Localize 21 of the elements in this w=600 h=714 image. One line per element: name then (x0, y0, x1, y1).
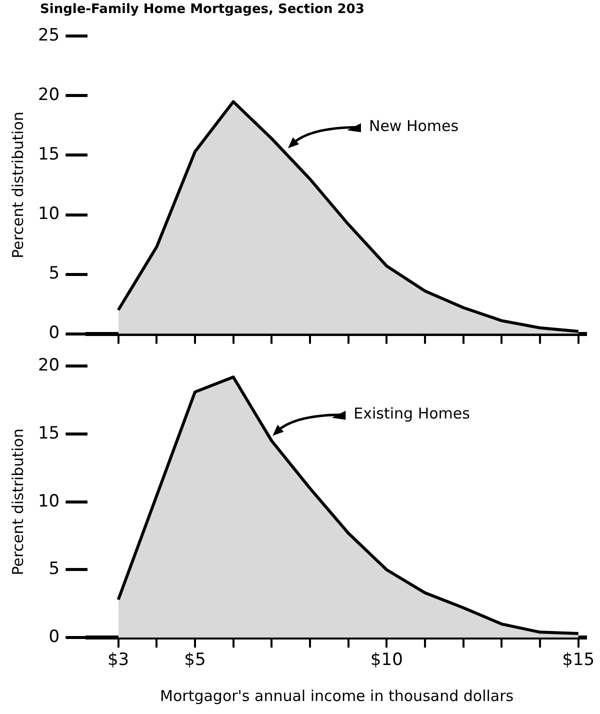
chart-title: Single-Family Home Mortgages, Section 203 (39, 1, 366, 19)
y-tick-label: 0 (48, 323, 60, 344)
x-tick-label: $5 (184, 650, 206, 670)
y-tick-label: 5 (48, 264, 60, 284)
y-tick-label: 15 (38, 144, 60, 165)
x-tick-label: $3 (107, 650, 130, 670)
y-tick-label: 10 (38, 204, 60, 224)
y-tick-label: 5 (48, 559, 60, 580)
y-axis-title: Percent distribution (8, 428, 27, 576)
annotation: New Homes (368, 117, 459, 136)
y-tick-label: 20 (38, 356, 60, 376)
y-tick-label: 15 (38, 423, 60, 444)
x-tick-label: $15 (562, 650, 595, 670)
y-tick-label: 10 (38, 491, 60, 512)
y-tick-label: 20 (38, 85, 60, 106)
x-axis-title: Mortgagor's annual income in thousand dollars (160, 686, 514, 705)
y-tick-label: 25 (38, 26, 60, 46)
y-axis-title: Percent distribution (8, 112, 27, 258)
x-tick-label: $10 (370, 650, 403, 670)
annotation: Existing Homes (354, 404, 470, 423)
y-tick-label: 0 (48, 627, 60, 648)
